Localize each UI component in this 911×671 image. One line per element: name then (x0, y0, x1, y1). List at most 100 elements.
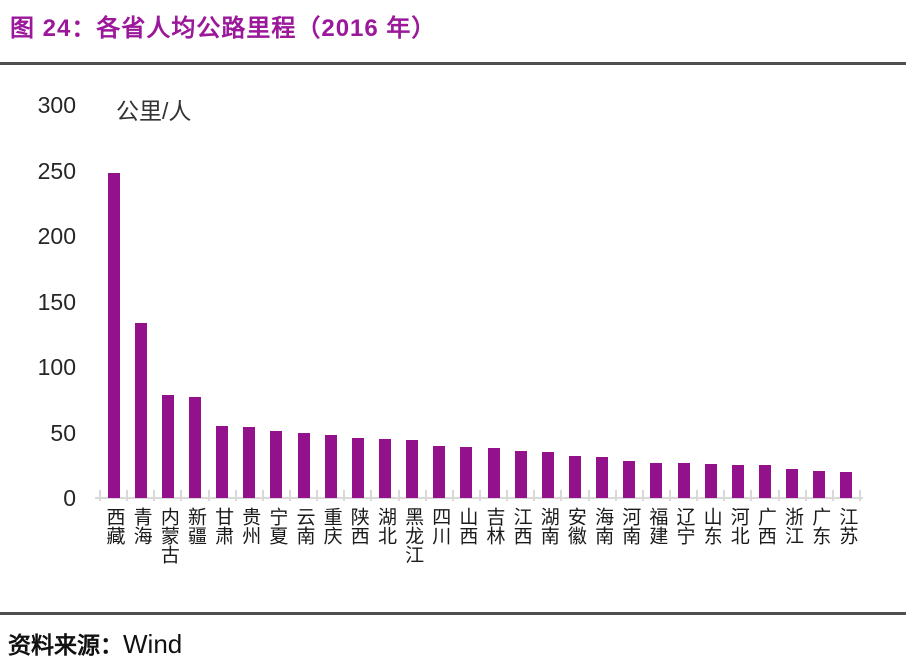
bar-slot (724, 105, 751, 498)
bar-山西 (460, 446, 473, 498)
x-axis-label-宁夏: 宁夏 (266, 507, 288, 545)
bar-slot (561, 105, 588, 498)
bar-slot (263, 105, 290, 498)
bar-河北 (731, 465, 744, 498)
x-axis-label-内蒙古: 内蒙古 (157, 507, 179, 564)
x-label-slot: 新疆 (181, 507, 208, 545)
bar-西藏 (107, 173, 120, 498)
x-axis-label-海南: 海南 (592, 507, 614, 545)
x-axis-label-湖北: 湖北 (374, 507, 396, 545)
bar-slot (534, 105, 561, 498)
bar-slot (399, 105, 426, 498)
bar-slot (453, 105, 480, 498)
bar-slot (616, 105, 643, 498)
bar-浙江 (786, 469, 799, 498)
x-axis-label-甘肃: 甘肃 (212, 507, 234, 545)
bar-湖北 (378, 439, 391, 498)
x-label-slot: 四川 (426, 507, 453, 545)
bar-slot (344, 105, 371, 498)
axis-tick (397, 490, 400, 501)
x-label-slot: 安徽 (561, 507, 588, 545)
x-axis-label-浙江: 浙江 (782, 507, 804, 545)
y-axis-tick-label: 300 (37, 92, 76, 118)
x-axis-label-西藏: 西藏 (103, 507, 125, 545)
x-label-slot: 湖北 (371, 507, 398, 545)
bar-新疆 (188, 397, 201, 498)
bar-slot (643, 105, 670, 498)
axis-tick (424, 490, 427, 501)
x-label-slot: 宁夏 (263, 507, 290, 545)
axis-tick (343, 490, 346, 501)
bar-slot (426, 105, 453, 498)
bar-slot (833, 105, 860, 498)
bar-江苏 (840, 471, 853, 498)
x-label-slot: 山东 (697, 507, 724, 545)
source-label: 资料来源： (8, 633, 123, 658)
axis-tick (750, 490, 753, 501)
source-value: Wind (123, 629, 183, 659)
bar-重庆 (324, 435, 337, 498)
bar-湖南 (541, 452, 554, 498)
x-axis-label-江西: 江西 (510, 507, 532, 545)
bar-slot (371, 105, 398, 498)
bar-江西 (514, 450, 527, 498)
axis-tick (506, 490, 509, 501)
x-label-slot: 陕西 (344, 507, 371, 545)
x-axis-label-吉林: 吉林 (483, 507, 505, 545)
axis-tick (669, 490, 671, 501)
x-label-slot: 云南 (290, 507, 317, 545)
x-axis-label-黑龙江: 黑龙江 (402, 507, 424, 564)
figure-title: 图 24：各省人均公路里程（2016 年） (10, 15, 437, 42)
bar-辽宁 (677, 462, 690, 498)
bar-slot (670, 105, 697, 498)
bar-slot (127, 105, 154, 498)
y-axis-tick-label: 150 (37, 288, 76, 315)
axis-tick (180, 490, 183, 501)
axis-tick (587, 490, 590, 501)
bar-河南 (623, 461, 636, 498)
bar-slot (236, 105, 263, 498)
bar-吉林 (487, 448, 500, 498)
bar-slot (100, 105, 127, 498)
x-label-slot: 西藏 (100, 507, 127, 545)
bar-福建 (650, 462, 663, 498)
bar-广西 (758, 465, 771, 498)
axis-tick (126, 490, 129, 501)
axis-tick (777, 490, 780, 501)
x-axis-line (95, 497, 863, 499)
axis-tick (370, 490, 373, 501)
x-axis-label-广东: 广东 (809, 507, 831, 545)
bar-slot (751, 105, 778, 498)
x-label-slot: 贵州 (236, 507, 263, 545)
x-axis-label-福建: 福建 (646, 507, 668, 545)
bar-slot (589, 105, 616, 498)
bar-slot (154, 105, 181, 498)
axis-tick (723, 490, 726, 501)
x-label-slot: 福建 (643, 507, 670, 545)
x-label-slot: 内蒙古 (154, 507, 181, 564)
x-label-slot: 河南 (616, 507, 643, 545)
x-axis-label-山东: 山东 (700, 507, 722, 545)
bar-贵州 (243, 427, 256, 498)
axis-tick (641, 490, 644, 501)
axis-tick (316, 490, 319, 501)
axis-tick (153, 490, 156, 501)
axis-tick (560, 490, 563, 501)
x-axis-label-广西: 广西 (754, 507, 776, 545)
bar-slot (806, 105, 833, 498)
x-label-slot: 湖南 (534, 507, 561, 545)
axis-tick (614, 490, 617, 501)
axis-tick (99, 490, 101, 501)
bar-四川 (433, 445, 446, 498)
x-label-slot: 海南 (589, 507, 616, 545)
bar-slot (181, 105, 208, 498)
x-label-slot: 浙江 (779, 507, 806, 545)
axis-tick (479, 490, 481, 501)
bar-黑龙江 (406, 440, 419, 498)
x-label-slot: 甘肃 (209, 507, 236, 545)
x-label-slot: 江西 (507, 507, 534, 545)
title-divider (0, 62, 906, 65)
bar-陕西 (351, 437, 364, 498)
bar-宁夏 (270, 431, 283, 498)
y-axis-tick-label: 0 (63, 485, 76, 511)
